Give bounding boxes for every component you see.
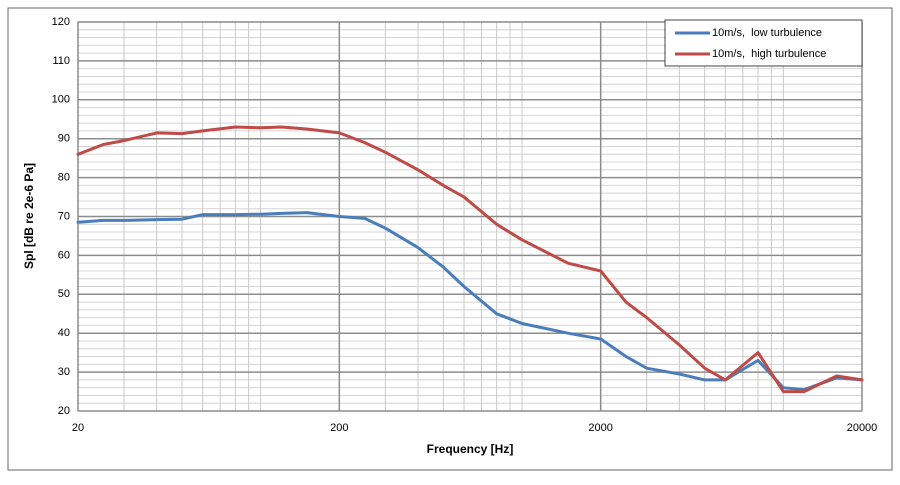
y-tick-label: 80 — [58, 172, 70, 184]
x-tick-label: 2000 — [588, 422, 612, 434]
legend: 10m/s, low turbulence 10m/s, high turbule… — [664, 19, 863, 67]
x-tick-label: 200 — [330, 422, 348, 434]
y-tick-label: 110 — [52, 55, 70, 67]
legend-box — [664, 19, 863, 67]
y-tick-label: 60 — [58, 249, 70, 261]
y-tick-label: 120 — [52, 16, 70, 28]
y-axis-label: Spl [dB re 2e-6 Pa] — [22, 163, 36, 269]
y-tick-label: 20 — [58, 405, 70, 417]
y-tick-label: 40 — [58, 327, 70, 339]
y-tick-label: 70 — [58, 210, 70, 222]
line-series — [76, 125, 864, 394]
x-tick-label: 20 — [72, 422, 84, 434]
x-axis-label: Frequency [Hz] — [427, 442, 514, 456]
y-tick-label: 30 — [58, 366, 70, 378]
y-tick-label: 100 — [52, 94, 70, 106]
y-tick-label: 50 — [58, 288, 70, 300]
x-tick-label: 20000 — [847, 422, 878, 434]
legend-label: 10m/s, high turbulence — [712, 48, 826, 60]
legend-label: 10m/s, low turbulence — [712, 27, 822, 39]
plot-frame — [77, 21, 863, 412]
y-tick-label: 90 — [58, 133, 70, 145]
